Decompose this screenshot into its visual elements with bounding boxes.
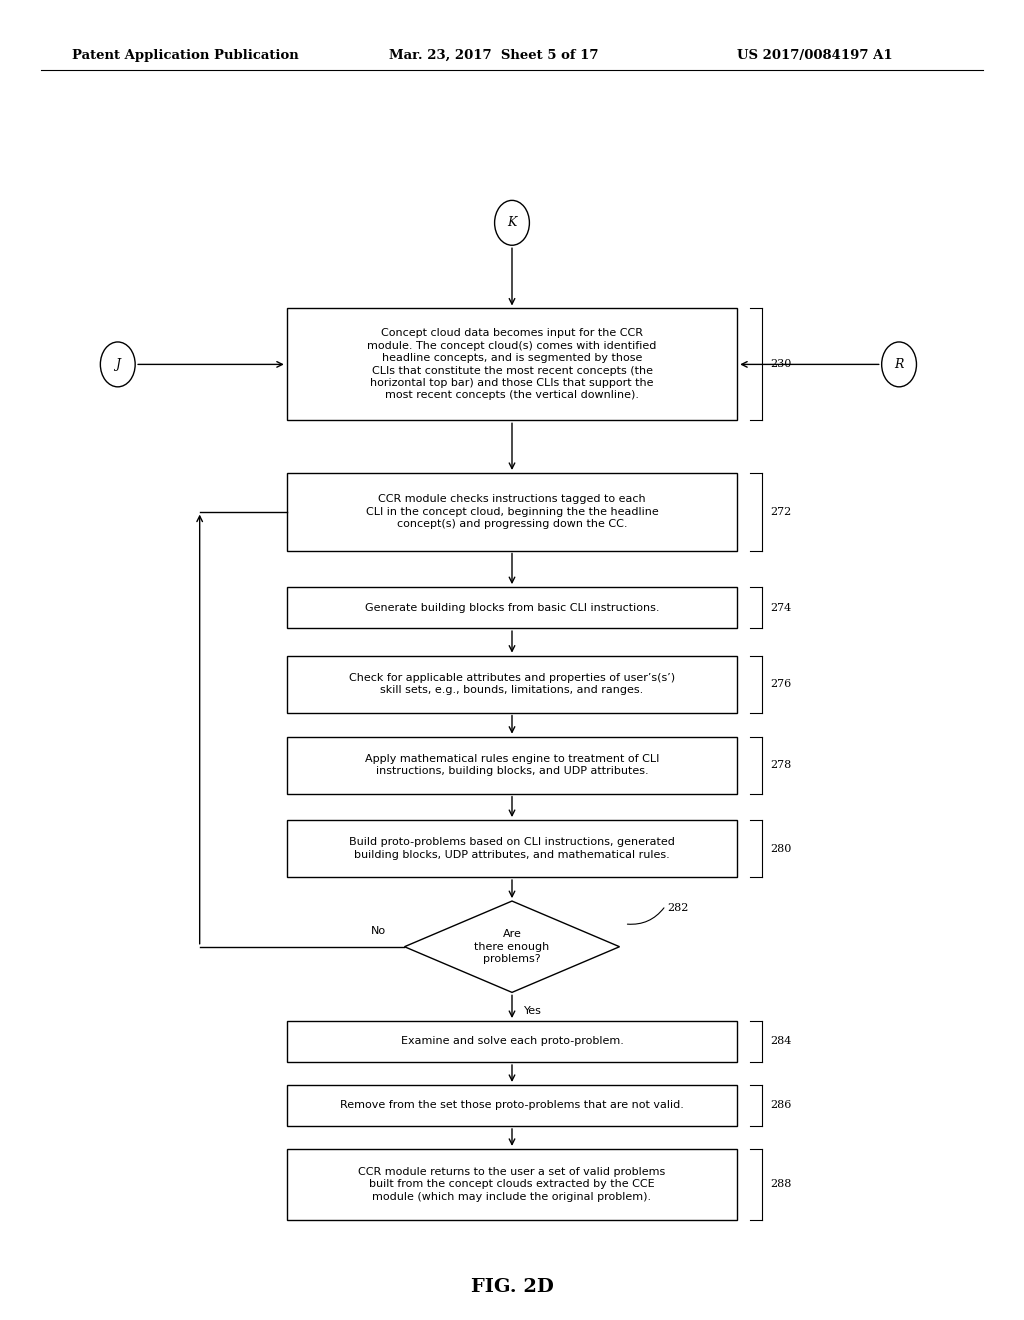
- Text: Are
there enough
problems?: Are there enough problems?: [474, 929, 550, 964]
- Text: 284: 284: [770, 1036, 792, 1047]
- Text: Check for applicable attributes and properties of user’s(s’)
skill sets, e.g., b: Check for applicable attributes and prop…: [349, 673, 675, 696]
- Text: US 2017/0084197 A1: US 2017/0084197 A1: [737, 49, 893, 62]
- Text: Yes: Yes: [524, 1006, 542, 1015]
- Text: J: J: [116, 358, 120, 371]
- Text: Concept cloud data becomes input for the CCR
module. The concept cloud(s) comes : Concept cloud data becomes input for the…: [368, 329, 656, 400]
- FancyBboxPatch shape: [287, 1085, 737, 1126]
- FancyBboxPatch shape: [287, 737, 737, 793]
- Text: 276: 276: [770, 678, 792, 689]
- Text: Mar. 23, 2017  Sheet 5 of 17: Mar. 23, 2017 Sheet 5 of 17: [389, 49, 599, 62]
- Circle shape: [495, 201, 529, 246]
- Text: 274: 274: [770, 603, 792, 612]
- Text: 278: 278: [770, 760, 792, 770]
- FancyBboxPatch shape: [287, 656, 737, 713]
- Text: Examine and solve each proto-problem.: Examine and solve each proto-problem.: [400, 1036, 624, 1047]
- FancyBboxPatch shape: [287, 587, 737, 628]
- FancyBboxPatch shape: [287, 1020, 737, 1063]
- Text: 286: 286: [770, 1101, 792, 1110]
- Circle shape: [100, 342, 135, 387]
- Circle shape: [882, 342, 916, 387]
- Text: K: K: [507, 216, 517, 230]
- Text: 282: 282: [668, 903, 689, 913]
- Text: Remove from the set those proto-problems that are not valid.: Remove from the set those proto-problems…: [340, 1101, 684, 1110]
- Text: FIG. 2D: FIG. 2D: [471, 1278, 553, 1296]
- Text: Build proto-problems based on CLI instructions, generated
building blocks, UDP a: Build proto-problems based on CLI instru…: [349, 837, 675, 859]
- Text: Generate building blocks from basic CLI instructions.: Generate building blocks from basic CLI …: [365, 603, 659, 612]
- FancyBboxPatch shape: [287, 1148, 737, 1220]
- FancyBboxPatch shape: [287, 820, 737, 876]
- Text: CCR module checks instructions tagged to each
CLI in the concept cloud, beginnin: CCR module checks instructions tagged to…: [366, 494, 658, 529]
- Text: R: R: [894, 358, 904, 371]
- FancyBboxPatch shape: [287, 473, 737, 550]
- Polygon shape: [404, 902, 620, 993]
- Text: 230: 230: [770, 359, 792, 370]
- Text: 280: 280: [770, 843, 792, 854]
- FancyBboxPatch shape: [287, 309, 737, 420]
- Text: CCR module returns to the user a set of valid problems
built from the concept cl: CCR module returns to the user a set of …: [358, 1167, 666, 1201]
- Text: Apply mathematical rules engine to treatment of CLI
instructions, building block: Apply mathematical rules engine to treat…: [365, 754, 659, 776]
- Text: No: No: [372, 927, 386, 936]
- Text: 272: 272: [770, 507, 792, 516]
- Text: 288: 288: [770, 1179, 792, 1189]
- Text: Patent Application Publication: Patent Application Publication: [72, 49, 298, 62]
